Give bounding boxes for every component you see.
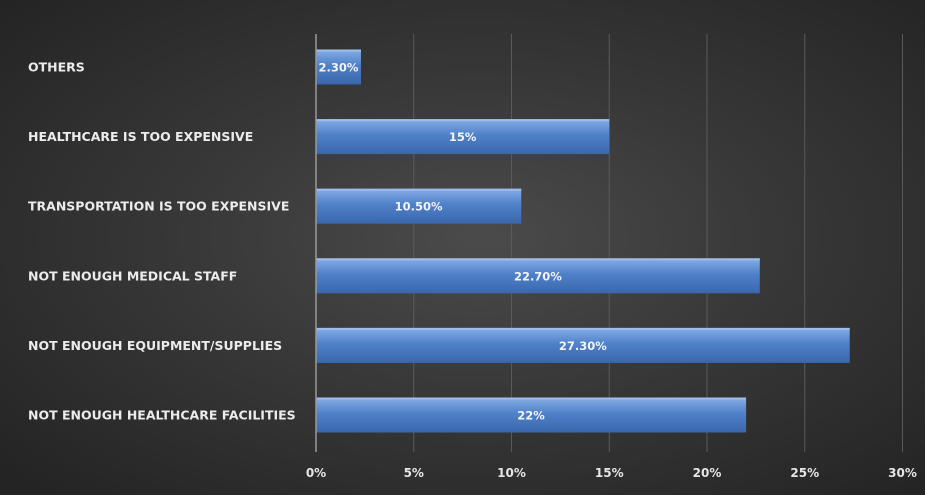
gridlines — [413, 34, 903, 452]
x-tick-label: 0% — [306, 466, 326, 480]
x-tick-label: 30% — [888, 466, 917, 480]
data-label: 22% — [517, 409, 545, 423]
x-tick-label: 25% — [790, 466, 819, 480]
x-tick-label: 10% — [497, 466, 526, 480]
bar-highlight — [316, 119, 610, 122]
x-tick-label: 5% — [404, 466, 424, 480]
bar-highlight — [316, 397, 747, 400]
bar — [316, 327, 850, 363]
data-label: 22.70% — [514, 269, 562, 283]
bar — [316, 49, 361, 85]
bar — [316, 397, 747, 433]
category-label: OTHERS — [28, 60, 85, 75]
bar — [316, 119, 610, 155]
data-label: 27.30% — [559, 339, 607, 353]
data-label: 2.30% — [319, 61, 359, 75]
data-label: 10.50% — [395, 200, 443, 214]
category-label: NOT ENOUGH EQUIPMENT/SUPPLIES — [28, 338, 282, 353]
category-label: NOT ENOUGH MEDICAL STAFF — [28, 268, 237, 283]
x-tick-label: 15% — [595, 466, 624, 480]
data-label: 15% — [449, 130, 477, 144]
bar-highlight — [316, 327, 850, 330]
x-tick-label: 20% — [693, 466, 722, 480]
bar-highlight — [316, 188, 522, 191]
bar — [316, 258, 760, 294]
category-label: NOT ENOUGH HEALTHCARE FACILITIES — [28, 408, 296, 423]
bar-highlight — [316, 49, 361, 52]
category-label: HEALTHCARE IS TOO EXPENSIVE — [28, 129, 253, 144]
labels: 0% 5% 10% 15% 20% 25% 30% OTHERS 2.30% HEALTHCARE… — [28, 60, 917, 481]
category-label: TRANSPORTATION IS TOO EXPENSIVE — [28, 199, 289, 214]
bar-highlight — [316, 258, 760, 261]
bars — [316, 49, 850, 433]
bar — [316, 188, 522, 224]
